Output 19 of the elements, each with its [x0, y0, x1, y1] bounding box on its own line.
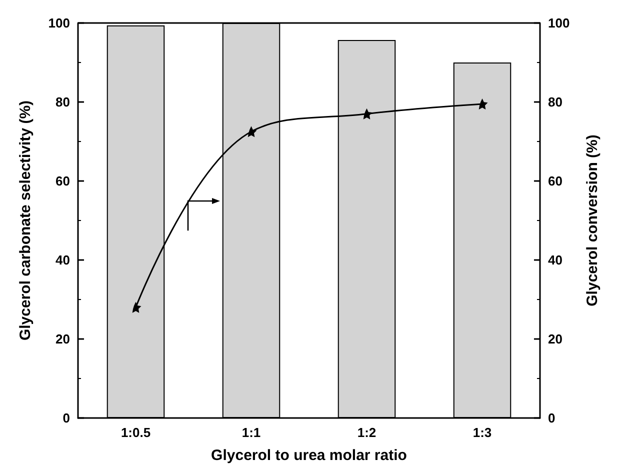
y2-tick-label: 100 — [548, 16, 570, 30]
y2-tick-label: 40 — [548, 252, 562, 268]
y-tick-label: 40 — [56, 252, 70, 268]
x-tick-label: 1:2 — [357, 425, 376, 440]
x-tick-label: 1:1 — [242, 425, 261, 440]
y2-tick-label: 60 — [548, 174, 562, 188]
x-axis-title: Glycerol to urea molar ratio — [211, 447, 407, 464]
y-tick-label: 60 — [56, 174, 70, 188]
y2-tick-label: 0 — [548, 410, 556, 426]
x-tick-label: 1:0.5 — [120, 425, 151, 440]
y-tick-label: 0 — [62, 410, 70, 426]
y-tick-label: 20 — [56, 332, 70, 346]
x-tick-label: 1:3 — [472, 425, 492, 440]
y2-axis-title: Glycerol conversion (%) — [584, 134, 601, 306]
y2-tick-label: 20 — [548, 332, 562, 346]
y-axis-title: Glycerol carbonate selectivity (%) — [17, 100, 34, 341]
y-tick-label: 80 — [56, 94, 70, 110]
y2-tick-label: 80 — [548, 94, 562, 110]
y-tick-label: 100 — [48, 16, 70, 30]
